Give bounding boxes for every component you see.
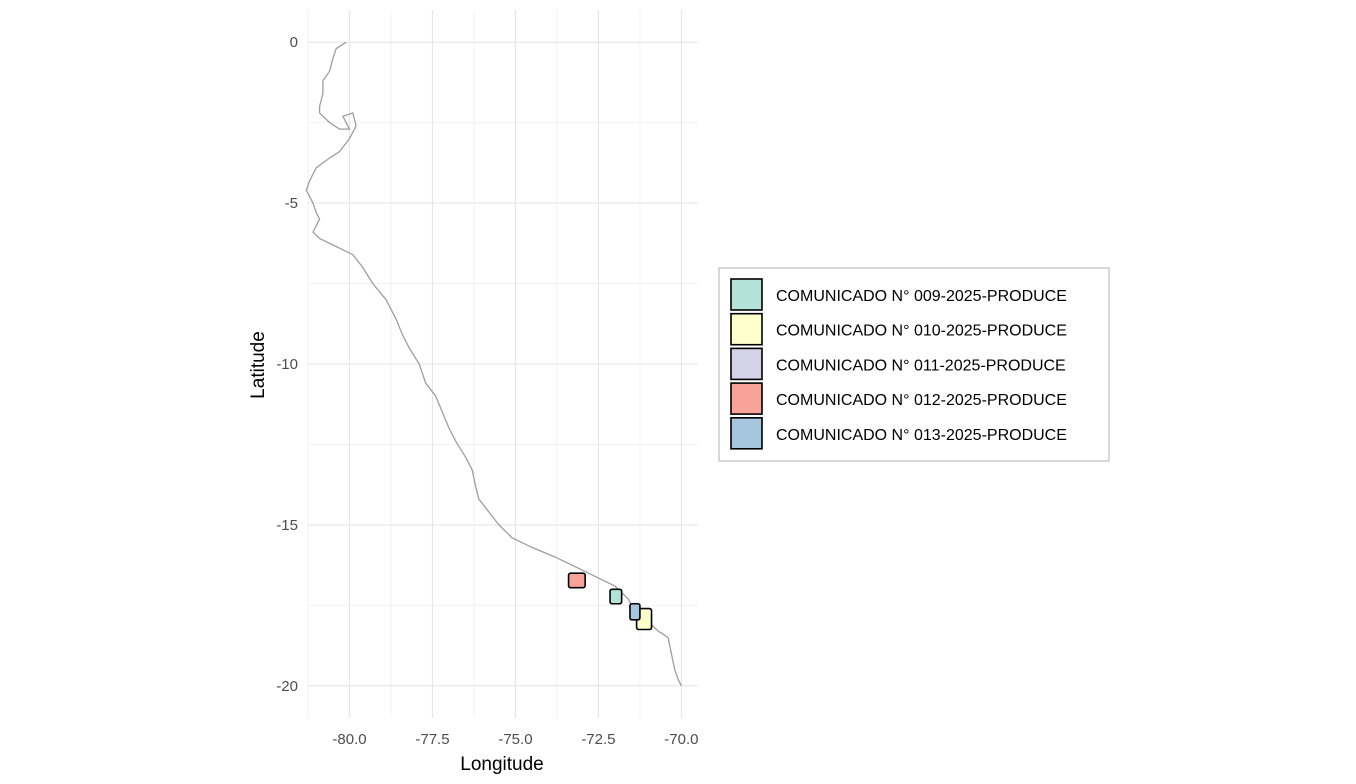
x-tick-label: -70.0 [664,731,698,748]
major-grid [308,10,698,718]
legend-label-3: COMUNICADO N° 011-2025-PRODUCE [776,357,1066,374]
legend-swatch-5 [730,416,763,450]
y-tick-label: 0 [290,34,298,51]
zone-rect-5 [629,602,641,621]
y-tick-label: -10 [276,356,298,373]
y-axis-ticks: 0 -5 -10 -15 -20 [276,34,298,695]
x-axis-ticks: -80.0 -77.5 -75.0 -72.5 -70.0 [332,731,698,748]
zone-rect-1 [609,588,623,605]
legend-swatch-2 [730,312,763,346]
y-axis-title: Latitude [248,331,269,399]
x-tick-label: -80.0 [332,731,366,748]
y-tick-label: -20 [276,678,298,695]
legend-label-2: COMUNICADO N° 010-2025-PRODUCE [776,323,1067,340]
x-axis-title: Longitude [460,754,543,775]
zone-rect-4 [567,572,586,589]
y-tick-label: -15 [276,517,298,534]
x-tick-label: -75.0 [498,731,532,748]
legend-box [718,267,1110,462]
y-tick-label: -5 [285,195,298,212]
x-tick-label: -72.5 [581,731,615,748]
legend-swatch-4 [730,382,763,415]
legend-label-1: COMUNICADO N° 009-2025-PRODUCE [776,288,1067,305]
legend: COMUNICADO N° 009-2025-PRODUCE COMUNICADO… [718,267,1110,462]
x-tick-label: -77.5 [415,731,449,748]
legend-label-5: COMUNICADO N° 013-2025-PRODUCE [776,427,1067,444]
legend-swatch-3 [730,347,763,381]
legend-label-4: COMUNICADO N° 012-2025-PRODUCE [776,392,1067,409]
zone-rectangles [567,572,653,631]
coastline-line [305,41,682,687]
legend-swatch-1 [730,278,763,311]
